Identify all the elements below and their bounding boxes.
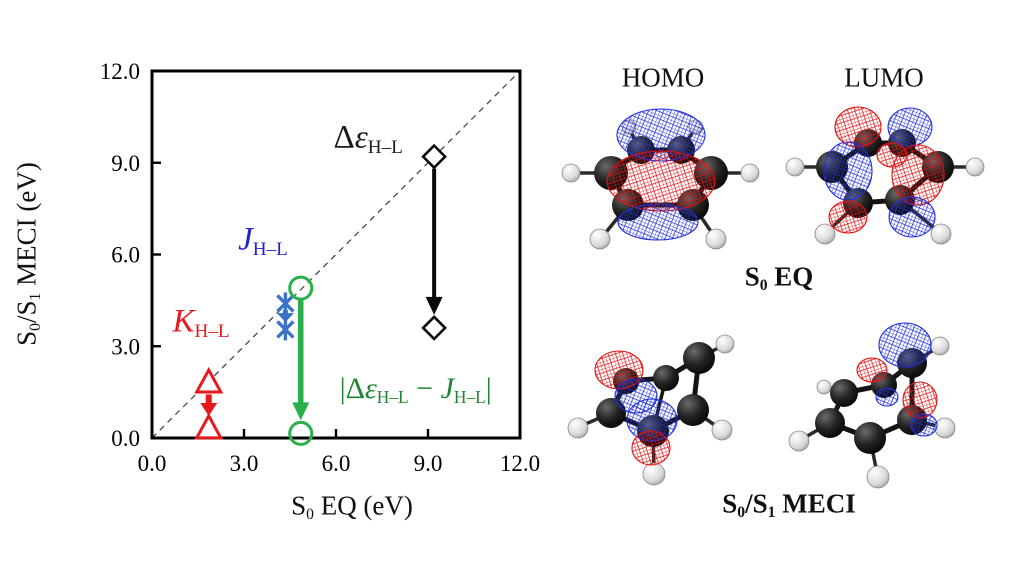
series-delta-epsilon-HL-arrowhead [425, 296, 443, 315]
hydrogen-atoms [788, 336, 956, 489]
series-K-HL-marker [194, 412, 224, 440]
series-J-HL-marker [276, 292, 295, 315]
x-tick-label: 0.0 [138, 451, 167, 476]
series-abs-diff-arrowhead [292, 402, 310, 421]
scatter-plot: 0.0 3.0 6.0 9.0 12.0 0.0 3.0 6.0 9.0 12.0 [100, 59, 540, 476]
series-label-delta-epsilon: ΔεH–L [333, 119, 403, 159]
molecule-homo-s0-eq [561, 108, 760, 250]
hydrogen-atoms [567, 334, 735, 486]
series-J-HL-marker [276, 318, 295, 341]
x-tick-label: 12.0 [500, 451, 540, 476]
y-tick-label: 12.0 [100, 59, 140, 84]
y-tick-label: 6.0 [111, 243, 140, 268]
molecule-meci-right [788, 322, 956, 489]
series-label-K: KH–L [172, 303, 230, 343]
s0-eq-caption: S0 EQ [744, 261, 814, 295]
series-delta-epsilon-HL-marker [421, 315, 447, 341]
hydrogen-atoms [785, 157, 985, 245]
series-K-HL-arrowhead [200, 403, 218, 416]
diagonal-reference-line [151, 70, 521, 439]
homo-label: HOMO [621, 62, 705, 93]
y-axis-label: S0/S1 MECI (eV) [11, 162, 45, 346]
orbital-lobes [823, 106, 945, 238]
series-label-abs-diff: |ΔεH–L − JH–L| [339, 372, 492, 408]
series-J-HL-arrowhead [276, 313, 294, 323]
y-tick-label: 3.0 [111, 334, 140, 359]
orbital-lobes [606, 108, 716, 241]
series-K-HL-marker [194, 366, 224, 394]
lumo-label: LUMO [844, 62, 924, 93]
x-tick-label: 9.0 [414, 451, 443, 476]
y-tick-label: 9.0 [111, 151, 140, 176]
x-tick-label: 6.0 [322, 451, 351, 476]
series-delta-epsilon-HL-marker [421, 143, 447, 170]
y-tick-label: 0.0 [111, 426, 140, 451]
series-abs-diff-marker [288, 275, 314, 301]
x-axis-label: S0 EQ (eV) [291, 490, 413, 524]
series-abs-diff-marker [288, 420, 314, 446]
molecule-lumo-s0-eq [785, 106, 985, 245]
molecule-meci-left [567, 334, 735, 486]
series-label-J: JH–L [238, 221, 288, 261]
s0-s1-meci-caption: S0/S1 MECI [722, 488, 856, 522]
orbital-lobes [594, 350, 678, 466]
orbital-lobes [856, 322, 938, 437]
x-tick-label: 3.0 [230, 451, 259, 476]
